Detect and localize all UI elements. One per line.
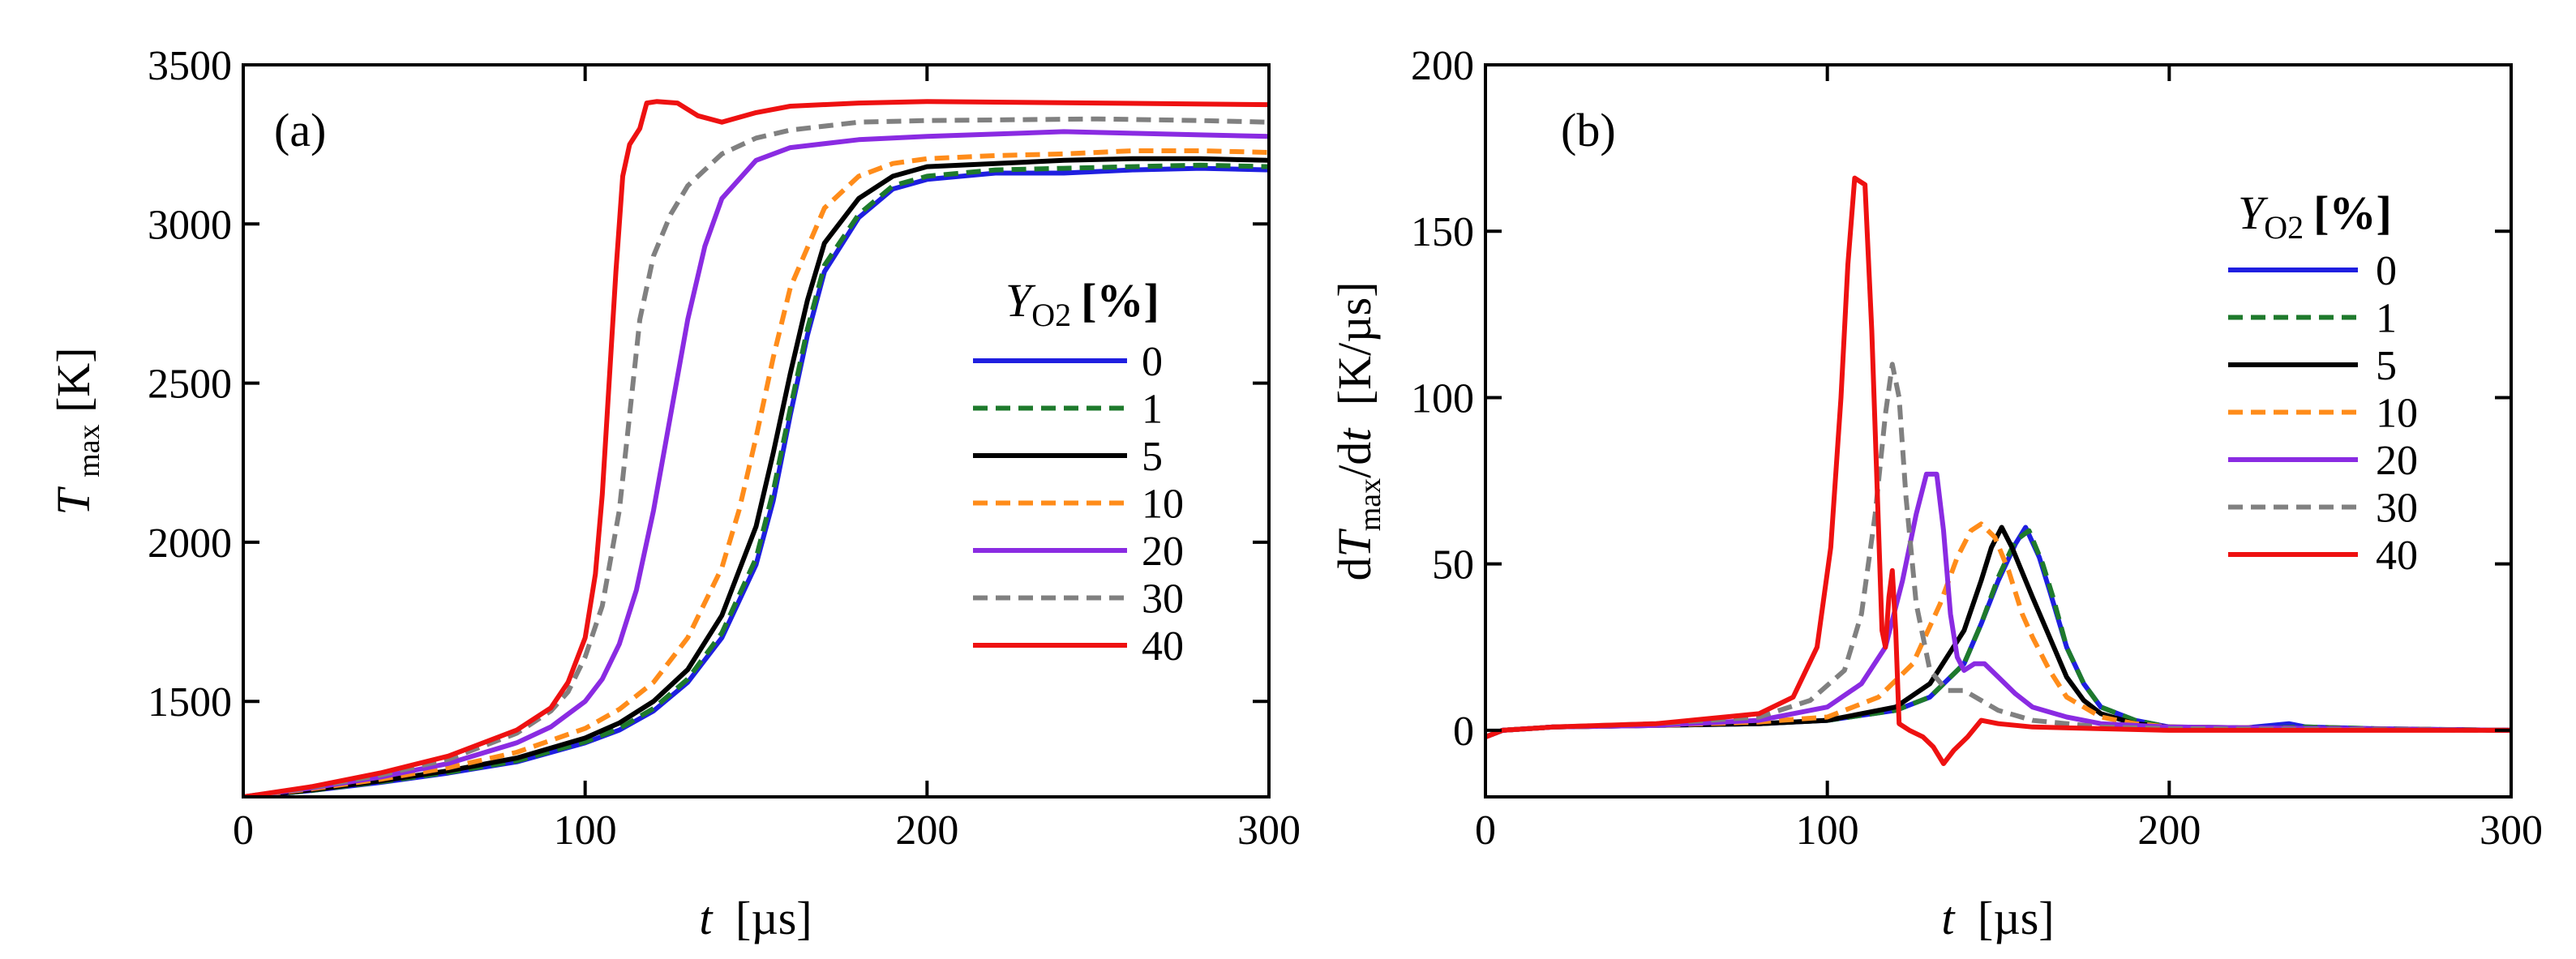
series-line-b-20 xyxy=(1485,471,2511,739)
legend-title-sub-b: O2 xyxy=(2264,209,2304,246)
series-group-a xyxy=(243,99,1269,797)
y-tick-label-b-50: 50 xyxy=(1432,542,1474,589)
x-axis-label-b: t [µs] xyxy=(1941,892,2054,944)
y-axis-sub-a: max xyxy=(72,424,106,477)
x-axis-unit-a: [µs] xyxy=(735,892,812,944)
y-axis-unit-a: [K] xyxy=(47,347,100,413)
series-line-a-20 xyxy=(243,129,1269,797)
y-tick-label-b-100: 100 xyxy=(1411,375,1474,422)
plot-frame-b xyxy=(1484,63,2513,798)
legend-label-a-1: 1 xyxy=(1142,387,1163,433)
y-axis-label-a: T max [K] xyxy=(47,347,109,515)
series-line-b-10 xyxy=(1485,521,2511,739)
x-tick-label-b-200: 200 xyxy=(2137,807,2201,854)
legend-label-a-0: 0 xyxy=(1142,339,1163,385)
y-axis-unit-b: [K/µs] xyxy=(1328,281,1381,405)
legend-label-b-30: 30 xyxy=(2376,486,2418,532)
y-tick-label-a-2500: 2500 xyxy=(148,362,232,408)
legend-label-b-5: 5 xyxy=(2376,343,2397,389)
y-axis-var2-b: t xyxy=(1328,427,1381,442)
series-line-b-1 xyxy=(1485,528,2511,739)
legend-title-unit-a: [%] xyxy=(1081,274,1159,327)
x-tick-label-a-100: 100 xyxy=(554,807,617,854)
series-line-b-40 xyxy=(1485,175,2511,766)
legend-title-b: YO2 [%] xyxy=(2238,186,2392,246)
series-line-a-1 xyxy=(243,162,1269,797)
x-axis-unit-b: [µs] xyxy=(1978,892,2055,944)
legend-label-b-10: 10 xyxy=(2376,391,2418,437)
x-tick-label-b-300: 300 xyxy=(2480,807,2543,854)
plot-frame-a xyxy=(242,63,1271,798)
panel-label-a: (a) xyxy=(274,104,326,156)
series-line-a-0 xyxy=(243,165,1269,797)
series-line-a-10 xyxy=(243,148,1269,797)
y-axis-label-b: dTmax/dt [K/µs] xyxy=(1328,281,1387,580)
legend-label-a-30: 30 xyxy=(1142,576,1184,623)
panel-label-b: (b) xyxy=(1561,104,1616,156)
series-line-a-30 xyxy=(243,116,1269,797)
y-tick-label-a-2000: 2000 xyxy=(148,520,232,567)
x-tick-label-a-300: 300 xyxy=(1237,807,1301,854)
y-tick-label-a-3000: 3000 xyxy=(148,202,232,248)
legend-title-var-b: Y xyxy=(2238,186,2269,239)
y-tick-label-b-150: 150 xyxy=(1411,209,1474,255)
legend-title-sub-a: O2 xyxy=(1031,297,1071,333)
legend-title-unit-b: [%] xyxy=(2313,186,2392,239)
y-axis-var-a: T xyxy=(47,486,100,516)
x-tick-label-a-200: 200 xyxy=(895,807,958,854)
legend-label-b-0: 0 xyxy=(2376,248,2397,294)
legend-title-a: YO2 [%] xyxy=(1005,274,1159,333)
y-tick-label-b-0: 0 xyxy=(1453,709,1474,755)
y-tick-label-a-3500: 3500 xyxy=(148,43,232,89)
legend-label-a-10: 10 xyxy=(1142,482,1184,528)
series-line-a-5 xyxy=(243,156,1269,797)
x-tick-label-a-0: 0 xyxy=(233,807,254,854)
y-axis-sub-b: max xyxy=(1353,478,1387,531)
legend-title-var-a: Y xyxy=(1005,274,1036,327)
legend-label-b-40: 40 xyxy=(2376,533,2418,579)
series-group-b xyxy=(1485,175,2511,766)
y-axis-mid-b: /d xyxy=(1328,442,1381,478)
y-tick-label-a-1500: 1500 xyxy=(148,679,232,726)
series-line-b-5 xyxy=(1485,524,2511,739)
y-axis-prefix-b: d xyxy=(1328,558,1381,581)
legend-label-b-20: 20 xyxy=(2376,438,2418,484)
legend-label-a-40: 40 xyxy=(1142,623,1184,670)
series-line-a-40 xyxy=(243,99,1269,797)
legend-label-b-1: 1 xyxy=(2376,296,2397,342)
x-tick-label-b-100: 100 xyxy=(1796,807,1859,854)
series-line-b-0 xyxy=(1485,524,2511,739)
y-axis-var-b: T xyxy=(1328,529,1381,558)
legend-label-a-5: 5 xyxy=(1142,434,1163,480)
x-axis-label-a: t [µs] xyxy=(699,892,812,944)
y-tick-label-b-200: 200 xyxy=(1411,43,1474,89)
x-tick-label-b-0: 0 xyxy=(1475,807,1496,854)
x-axis-var-a: t xyxy=(699,892,714,944)
legend-label-a-20: 20 xyxy=(1142,529,1184,575)
x-axis-var-b: t xyxy=(1941,892,1956,944)
